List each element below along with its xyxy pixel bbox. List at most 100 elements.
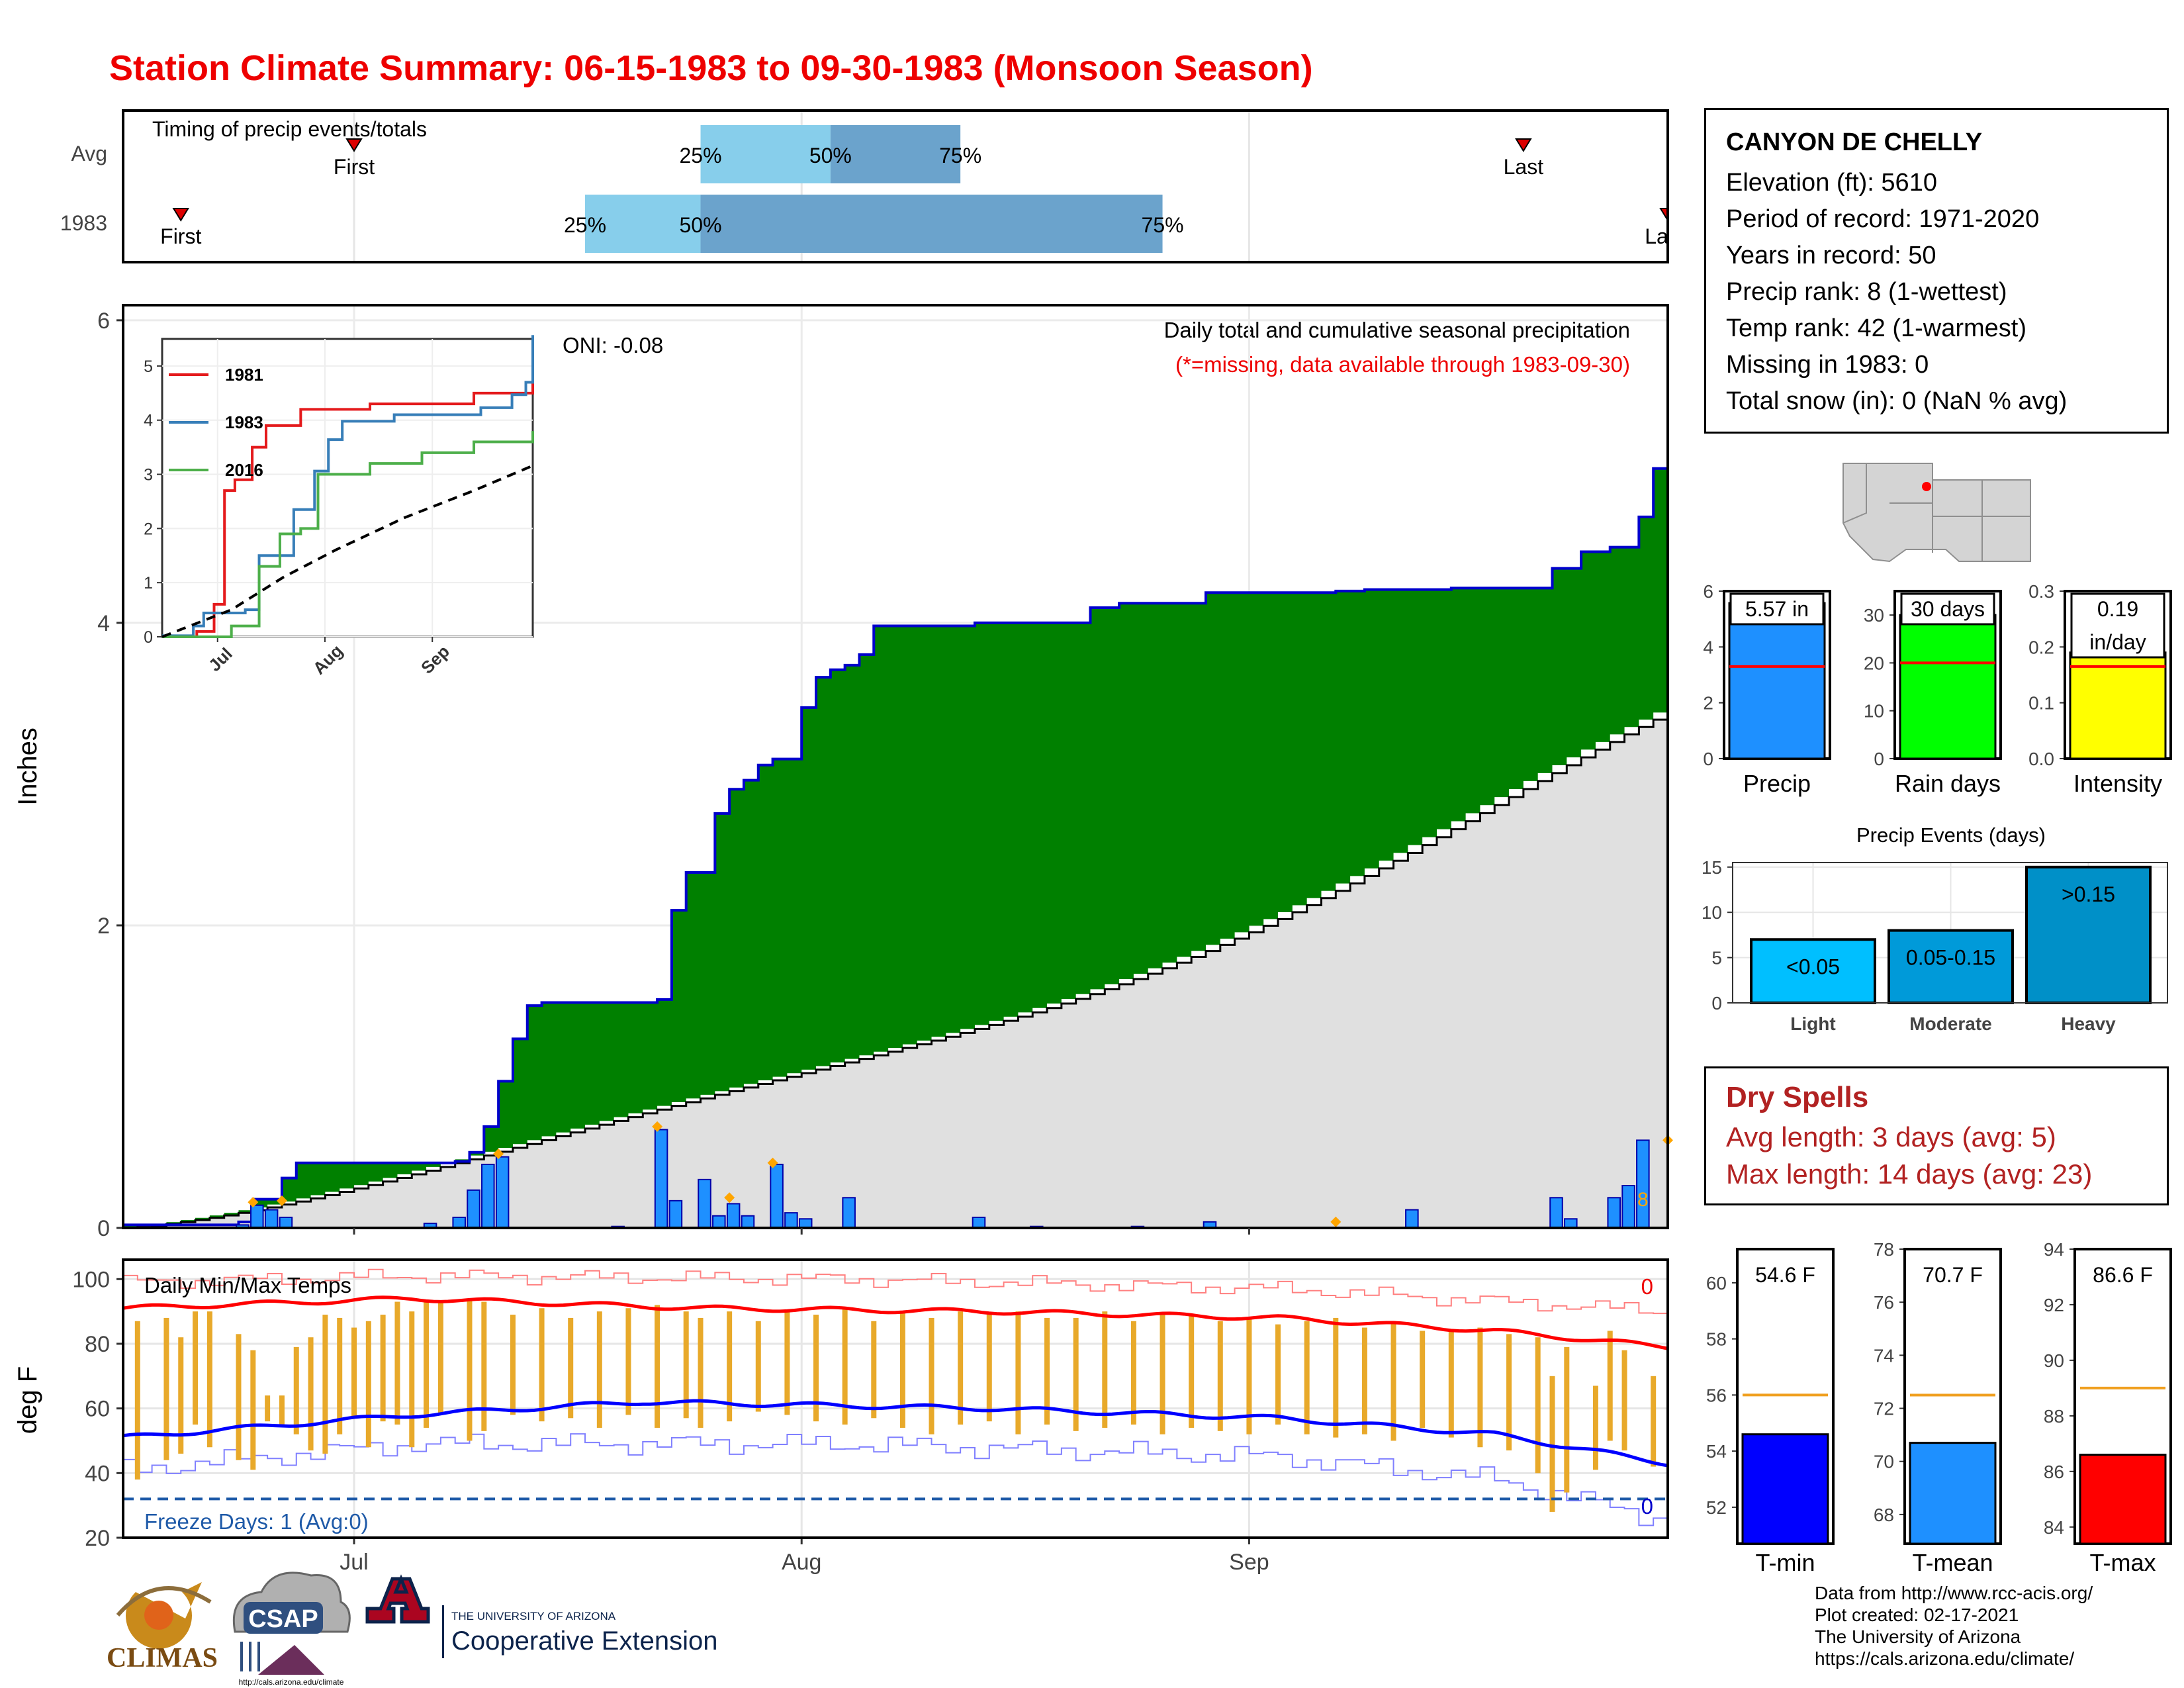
summary-axis-label: Precip: [1743, 770, 1811, 797]
daily-temp-bar: [322, 1315, 328, 1454]
map-state-lines: [1843, 463, 2030, 561]
daily-temp-bar: [1564, 1346, 1570, 1493]
daily-temp-bar: [1073, 1317, 1079, 1431]
events-frame-border: [1732, 862, 2168, 1004]
daily-temp-bar: [293, 1346, 299, 1434]
timing-bar-avg-q1: [700, 125, 831, 183]
daily-temp-bar: [539, 1308, 545, 1422]
map-states: [1843, 463, 2031, 563]
record-marker: [767, 1157, 778, 1168]
oni-label: ONI: -0.08: [563, 333, 663, 357]
ua-block-a: [365, 1574, 430, 1624]
daily-temp-bar: [510, 1315, 516, 1415]
daily-temp-bar: [813, 1315, 819, 1422]
summary-ytick-label: 20: [1864, 653, 1884, 673]
timing-label-75: 75%: [939, 144, 981, 167]
dry-spells-box: Dry Spells Avg length: 3 days (avg: 5) M…: [1704, 1066, 2169, 1205]
timing-label-25: 25%: [564, 213, 606, 237]
event-category-label: Moderate: [1909, 1013, 1991, 1034]
inset-legend-label: 1983: [225, 412, 263, 432]
credit-line: https://cals.arizona.edu/climate/: [1815, 1648, 2075, 1669]
daily-precip-bar: [741, 1215, 755, 1229]
daily-temp-bar: [1592, 1385, 1598, 1470]
daily-precip-bar: [279, 1217, 293, 1229]
daily-precip-bar: [842, 1197, 856, 1229]
daily-precip-bar: [784, 1212, 798, 1229]
record-label: 8: [1637, 1189, 1649, 1211]
locator-map: [1842, 463, 2031, 563]
timing-bar-avg-q2: [830, 125, 961, 183]
daily-temp-bar: [1189, 1315, 1195, 1428]
daily-precip-bar: [1621, 1185, 1635, 1229]
avg-tmax-line: [122, 1295, 1668, 1350]
record-marker: [493, 1149, 504, 1160]
events-ytick-label: 0: [1711, 993, 1722, 1013]
cumulative-precip-line: [123, 385, 1669, 1227]
ua-small-text: THE UNIVERSITY OF ARIZONA: [451, 1610, 616, 1622]
summary-ytick-label: 0.3: [2028, 581, 2054, 602]
first-label: First: [334, 155, 375, 179]
daily-precip-bar: [726, 1203, 741, 1229]
summary-ytick-label: 76: [1874, 1292, 1894, 1313]
normal-precip-line: [123, 712, 1669, 1229]
csap-rain: [240, 1642, 260, 1671]
daily-precip-bar: [1636, 1139, 1650, 1229]
temps-title: Daily Min/Max Temps: [144, 1273, 351, 1297]
daily-temp-bar: [1477, 1327, 1483, 1448]
summary-ytick-label: 92: [2044, 1295, 2064, 1315]
summary-value-label: 70.7 F: [1923, 1263, 1983, 1287]
credit-line: The University of Arizona: [1815, 1626, 2021, 1647]
record-marker: [652, 1121, 663, 1132]
summary-ytick-label: 2: [1703, 693, 1713, 714]
summary-ytick-label: 90: [2044, 1350, 2064, 1371]
record-marker: [1330, 1216, 1342, 1227]
record-marker: [724, 1192, 735, 1203]
event-bar-label: >0.15: [2062, 882, 2115, 906]
daily-temp-bar: [1621, 1350, 1627, 1451]
station-precip-rank: Precip rank: 8 (1-wettest): [1726, 278, 2007, 306]
timing-label-75: 75%: [1142, 213, 1184, 237]
page-title: Station Climate Summary: 06-15-1983 to 0…: [109, 48, 1313, 88]
record-tmax-line: [123, 1268, 1668, 1315]
daily-precip-bar: [452, 1217, 466, 1229]
daily-temp-bar: [698, 1317, 704, 1428]
summary-ytick-label: 0.1: [2028, 693, 2054, 714]
temps-ytick-label: 60: [85, 1397, 110, 1422]
event-bar: [2025, 865, 2152, 1005]
temp-summary-0-bar: [1741, 1433, 1829, 1545]
daily-temp-bar: [568, 1317, 574, 1419]
timing-chart: Timing of precip events/totals Avg 1983 …: [60, 109, 1696, 265]
daily-precip-bar: [654, 1129, 668, 1229]
daily-precip-bar: [495, 1156, 510, 1229]
summary-axis-label: T-mean: [1912, 1549, 1993, 1576]
summary-ytick-label: 60: [1706, 1273, 1727, 1293]
summary-ytick-label: 0.0: [2028, 749, 2054, 769]
daily-temp-bar: [929, 1317, 934, 1434]
timing-bar-year-q2: [700, 195, 1163, 253]
precip-summary-2-bar: [2069, 651, 2167, 760]
ua-divider: [442, 1605, 444, 1658]
temps-ytick-label: 40: [85, 1461, 110, 1486]
station-years: Years in record: 50: [1726, 242, 1936, 269]
daily-temp-bar: [279, 1395, 285, 1425]
csap-badge: [244, 1602, 323, 1634]
csap-mountain: [258, 1645, 324, 1675]
daily-precip-bar: [1607, 1197, 1621, 1229]
daily-temp-bar: [784, 1311, 790, 1415]
last-marker: [1515, 138, 1532, 152]
daily-temp-bar: [1448, 1331, 1454, 1438]
daily-temp-bar: [596, 1311, 602, 1428]
daily-temp-bar: [351, 1327, 357, 1419]
daily-temp-bar: [1390, 1321, 1396, 1441]
station-elevation: Elevation (ft): 5610: [1726, 169, 1937, 197]
daily-temp-bar: [655, 1305, 660, 1428]
temps-ytick-label: 100: [72, 1267, 110, 1292]
daily-temp-bar: [1102, 1311, 1108, 1428]
summary-ytick-label: 6: [1703, 581, 1713, 602]
min-record-count: 0: [1641, 1494, 1653, 1519]
record-marker: [276, 1195, 287, 1206]
event-bar: [1750, 938, 1876, 1004]
summary-ytick-label: 68: [1874, 1505, 1894, 1525]
daily-precip-bar: [1549, 1197, 1563, 1229]
